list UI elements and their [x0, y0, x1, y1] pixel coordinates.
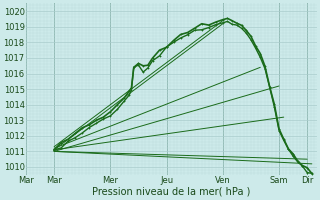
- X-axis label: Pression niveau de la mer( hPa ): Pression niveau de la mer( hPa ): [92, 187, 251, 197]
